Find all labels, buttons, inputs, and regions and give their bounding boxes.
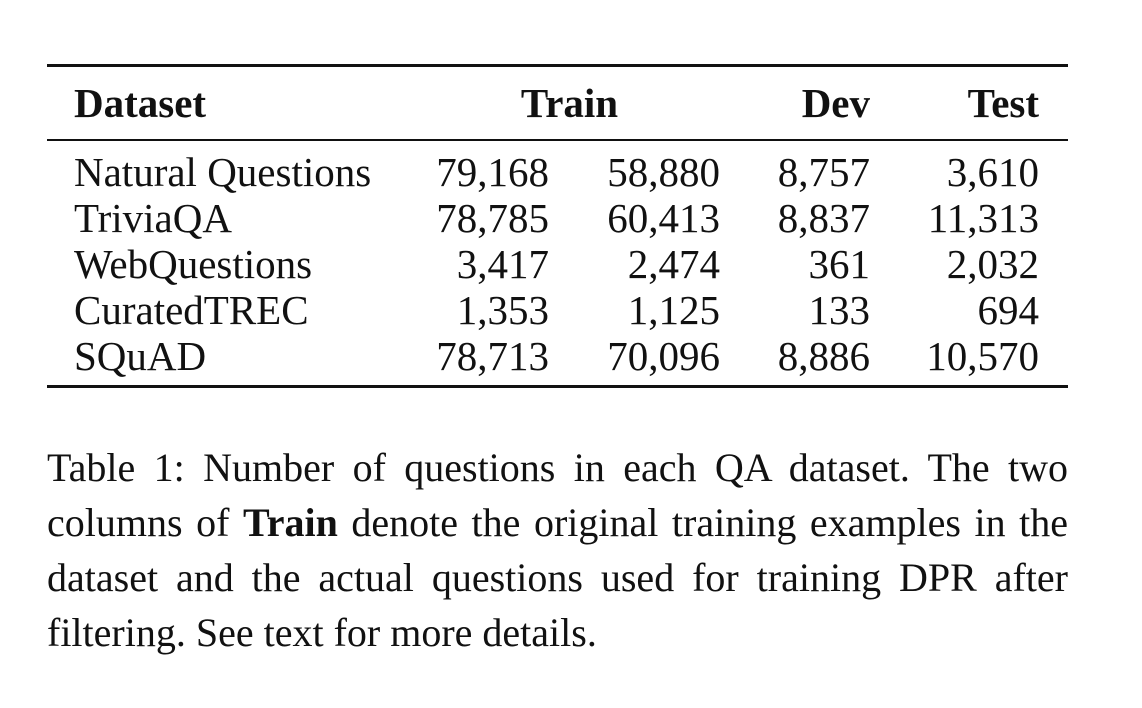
table-row: SQuAD 78,713 70,096 8,886 10,570 [47, 333, 1068, 385]
caption-label: Table 1: [47, 445, 185, 490]
cell-dev: 133 [808, 287, 871, 333]
cell-dev: 361 [808, 241, 871, 287]
cell-test: 2,032 [946, 241, 1039, 287]
cell-dataset: CuratedTREC [74, 287, 309, 333]
dataset-statistics-body: Natural Questions 79,168 58,880 8,757 3,… [47, 141, 1068, 385]
header-dev: Dev [801, 80, 871, 126]
cell-train-original: 78,713 [436, 333, 549, 379]
header-test: Test [967, 80, 1040, 126]
cell-dev: 8,757 [777, 149, 870, 195]
cell-train-original: 78,785 [436, 195, 549, 241]
table-header-rule [47, 139, 1068, 141]
caption-text-start: Number of questions in each QA dataset. … [47, 445, 1069, 545]
table-container: Dataset Train Dev Test Natural Questions… [47, 64, 1068, 388]
cell-test: 694 [977, 287, 1040, 333]
table-caption: Table 1: Number of questions in each QA … [47, 440, 1068, 660]
table-top-rule [47, 64, 1068, 67]
dataset-statistics-table: Dataset Train Dev Test [47, 67, 1068, 139]
header-dataset: Dataset [74, 80, 207, 126]
header-train: Train [520, 80, 619, 126]
table-bottom-rule [47, 385, 1068, 388]
cell-train-filtered: 58,880 [607, 149, 720, 195]
cell-train-filtered: 1,125 [627, 287, 720, 333]
table-row: Natural Questions 79,168 58,880 8,757 3,… [47, 141, 1068, 195]
table-header-row: Dataset Train Dev Test [47, 67, 1068, 139]
cell-dev: 8,886 [777, 333, 870, 379]
cell-dev: 8,837 [777, 195, 870, 241]
cell-test: 3,610 [946, 149, 1039, 195]
cell-dataset: Natural Questions [74, 149, 372, 195]
caption-bold-train: Train [242, 500, 338, 545]
cell-train-original: 3,417 [456, 241, 549, 287]
table-row: CuratedTREC 1,353 1,125 133 694 [47, 287, 1068, 333]
cell-test: 10,570 [926, 333, 1039, 379]
cell-dataset: SQuAD [74, 333, 207, 379]
cell-dataset: TriviaQA [74, 195, 232, 241]
table-row: WebQuestions 3,417 2,474 361 2,032 [47, 241, 1068, 287]
cell-dataset: WebQuestions [74, 241, 313, 287]
cell-train-filtered: 2,474 [627, 241, 720, 287]
caption-text-end: denote the original training examples in… [47, 500, 1069, 655]
cell-train-filtered: 60,413 [607, 195, 720, 241]
table-row: TriviaQA 78,785 60,413 8,837 11,313 [47, 195, 1068, 241]
cell-train-original: 1,353 [456, 287, 549, 333]
cell-train-original: 79,168 [436, 149, 549, 195]
cell-test: 11,313 [927, 195, 1039, 241]
cell-train-filtered: 70,096 [607, 333, 720, 379]
